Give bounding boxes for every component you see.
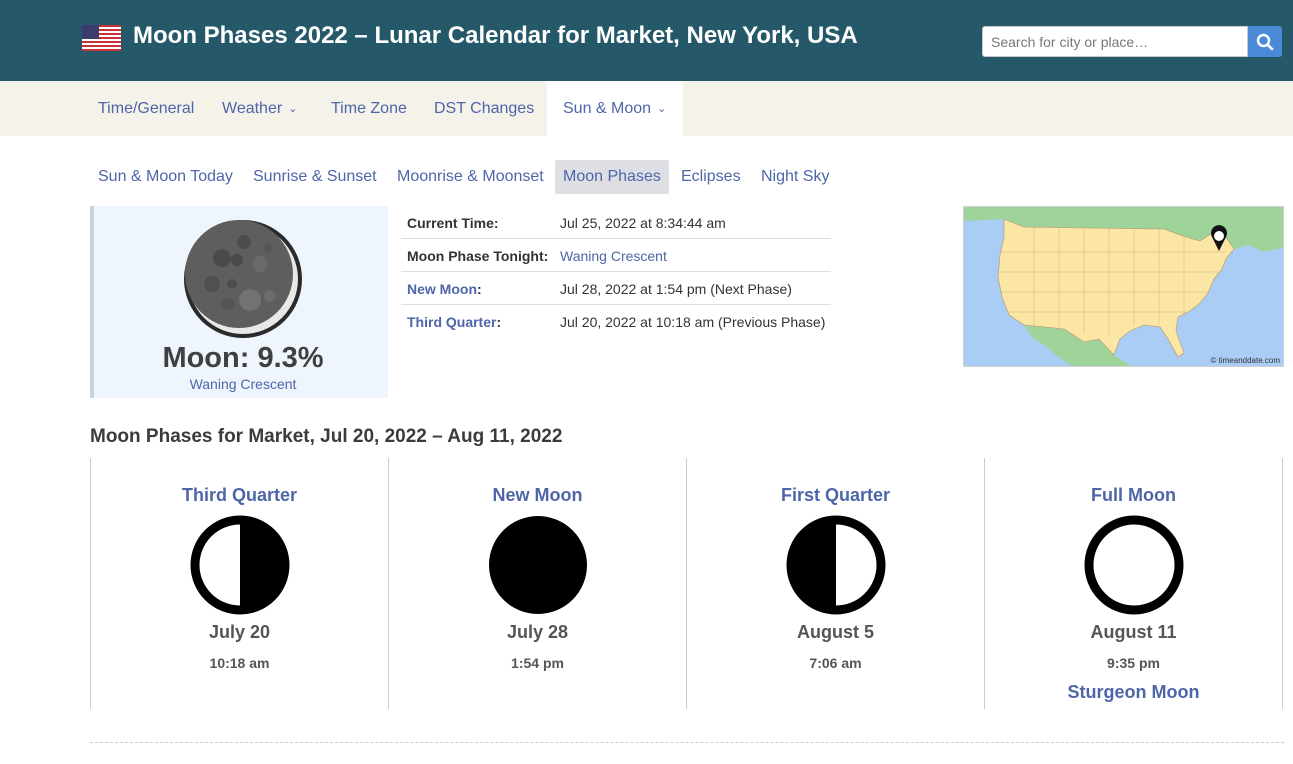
phase-card-first-quarter: First Quarter August 5 7:06 am	[687, 458, 985, 709]
section-divider	[90, 742, 1284, 743]
phase-time: 7:06 am	[809, 655, 862, 671]
phase-tonight-label: Moon Phase Tonight:	[407, 248, 549, 264]
moon-phases-grid: Third Quarter July 20 10:18 am New Moon …	[90, 458, 1284, 709]
nav-item-label: DST Changes	[434, 100, 535, 117]
table-row: Moon Phase Tonight: Waning Crescent	[401, 239, 831, 272]
phase-date: August 5	[796, 622, 874, 642]
nav-item-time-general[interactable]: Time/General	[98, 81, 194, 136]
nav-item-label: Time Zone	[331, 100, 407, 117]
phase-date: July 28	[506, 622, 569, 642]
location-map[interactable]: © timeanddate.com	[963, 206, 1284, 367]
new-moon-value: Jul 28, 2022 at 1:54 pm (Next Phase)	[560, 281, 792, 297]
location-marker-icon	[1211, 225, 1227, 251]
nav-item-label: Weather	[222, 100, 283, 117]
usa-map-image	[964, 207, 1283, 366]
full-moon-icon	[1084, 515, 1184, 615]
page-title: Moon Phases 2022 – Lunar Calendar for Ma…	[133, 22, 858, 49]
phase-name-link[interactable]: Full Moon	[1091, 485, 1176, 505]
phase-time: 10:18 am	[209, 655, 270, 671]
subnav-moonrise-moonset[interactable]: Moonrise & Moonset	[397, 168, 544, 185]
nav-item-dst-changes[interactable]: DST Changes	[434, 81, 534, 136]
chevron-down-icon: ⌄	[288, 103, 298, 115]
phase-tonight-link[interactable]: Waning Crescent	[560, 248, 667, 264]
phase-card-new-moon: New Moon July 28 1:54 pm	[389, 458, 687, 709]
map-copyright: © timeanddate.com	[1210, 356, 1280, 365]
third-quarter-label-wrap: Third Quarter:	[407, 314, 502, 330]
phases-section-title: Moon Phases for Market, Jul 20, 2022 – A…	[90, 426, 563, 447]
phase-name-link[interactable]: New Moon	[492, 485, 583, 505]
main-nav: Time/General Weather ⌄ Time Zone DST Chan…	[0, 81, 1293, 136]
moon-illumination: Moon: 9.3%	[162, 342, 324, 374]
waning-crescent-moon-icon	[184, 220, 302, 338]
nav-item-label: Time/General	[98, 100, 195, 117]
search-button[interactable]	[1248, 26, 1282, 57]
search-input[interactable]	[982, 26, 1248, 57]
new-moon-label-wrap: New Moon:	[407, 281, 482, 297]
phase-card-third-quarter: Third Quarter July 20 10:18 am	[91, 458, 389, 709]
phase-name-link[interactable]: First Quarter	[780, 485, 891, 505]
nav-item-label: Sun & Moon	[563, 100, 652, 117]
first-quarter-moon-icon	[786, 515, 886, 615]
moon-phase-name-link[interactable]: Waning Crescent	[189, 376, 297, 392]
subnav-sun-moon-today[interactable]: Sun & Moon Today	[98, 168, 233, 185]
table-row: Current Time: Jul 25, 2022 at 8:34:44 am	[401, 206, 831, 239]
new-moon-icon	[489, 516, 587, 614]
new-moon-link[interactable]: New Moon	[407, 281, 477, 297]
search-icon	[1256, 33, 1274, 50]
phase-time: 9:35 pm	[1107, 655, 1160, 671]
nav-item-weather[interactable]: Weather ⌄	[222, 81, 297, 136]
phase-time: 1:54 pm	[511, 655, 564, 671]
us-flag-icon	[82, 25, 121, 51]
subnav-eclipses[interactable]: Eclipses	[681, 168, 741, 185]
moon-summary-panel: Moon: 9.3% Waning Crescent	[90, 206, 388, 398]
subnav-night-sky[interactable]: Night Sky	[761, 168, 830, 185]
subnav-moon-phases[interactable]: Moon Phases	[555, 160, 669, 194]
table-row: New Moon: Jul 28, 2022 at 1:54 pm (Next …	[401, 272, 831, 305]
phase-date: July 20	[208, 622, 271, 642]
moon-info-table: Current Time: Jul 25, 2022 at 8:34:44 am…	[401, 206, 831, 338]
table-row: Third Quarter: Jul 20, 2022 at 10:18 am …	[401, 305, 831, 338]
phase-name-link[interactable]: Third Quarter	[181, 485, 297, 505]
third-quarter-moon-icon	[190, 515, 290, 615]
moon-nickname-link[interactable]: Sturgeon Moon	[1067, 682, 1200, 702]
subnav-sunrise-sunset[interactable]: Sunrise & Sunset	[253, 168, 377, 185]
nav-item-sun-moon[interactable]: Sun & Moon ⌄	[547, 81, 683, 136]
phase-card-full-moon: Full Moon August 11 9:35 pm Sturgeon Moo…	[985, 458, 1283, 709]
current-time-value: Jul 25, 2022 at 8:34:44 am	[560, 215, 726, 231]
current-time-label: Current Time:	[407, 215, 499, 231]
site-header: Moon Phases 2022 – Lunar Calendar for Ma…	[0, 0, 1293, 81]
phase-date: August 11	[1090, 622, 1177, 642]
chevron-down-icon: ⌄	[657, 103, 667, 115]
nav-item-time-zone[interactable]: Time Zone	[331, 81, 407, 136]
third-quarter-link[interactable]: Third Quarter	[407, 314, 497, 330]
third-quarter-value: Jul 20, 2022 at 10:18 am (Previous Phase…	[560, 314, 826, 330]
